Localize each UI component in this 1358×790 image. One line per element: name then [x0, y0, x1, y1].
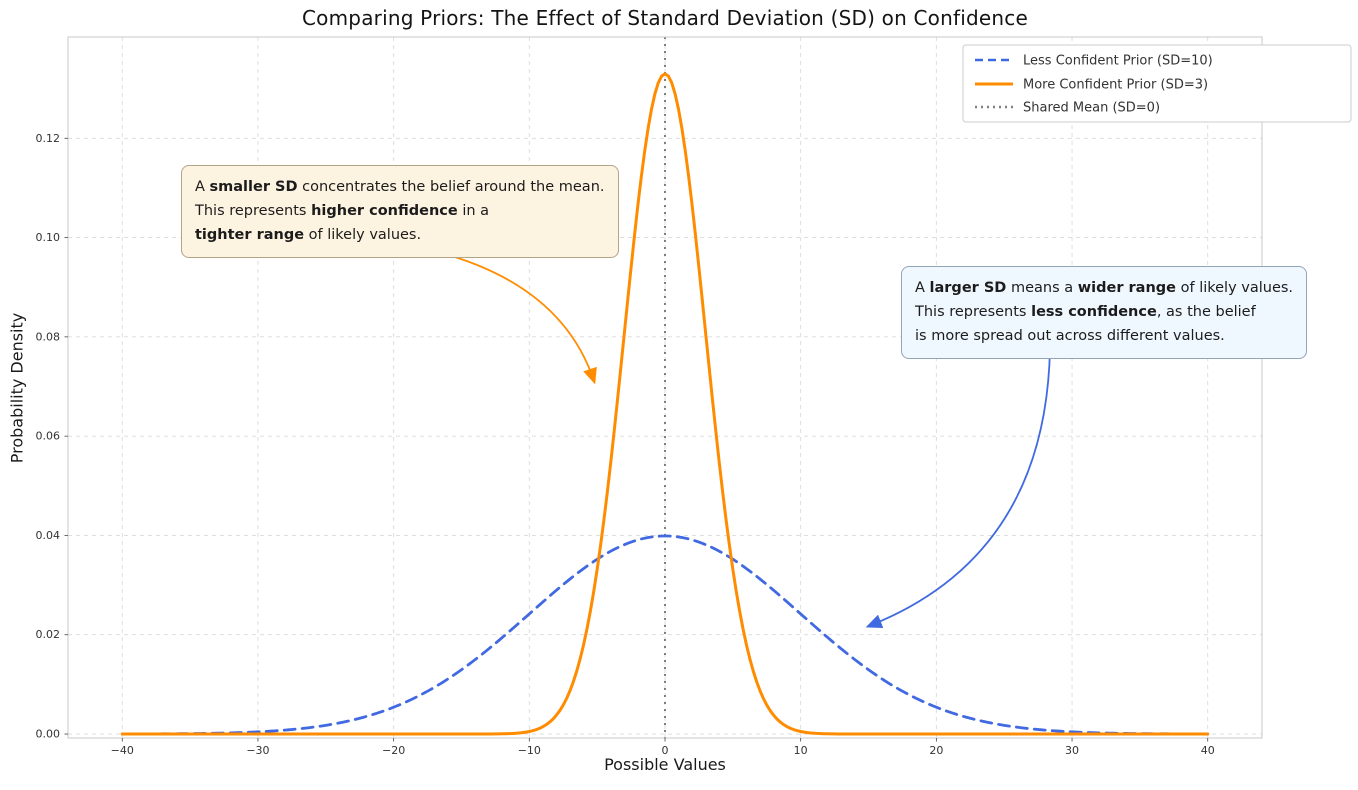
x-tick-label: 0 — [662, 744, 669, 757]
annotation-text: of likely values. — [304, 227, 422, 243]
annotation-line: tighter range of likely values. — [195, 223, 605, 247]
annotation-text-bold: higher confidence — [311, 203, 458, 219]
y-tick-label: 0.00 — [36, 728, 61, 741]
annotation-line: This represents less confidence, as the … — [915, 300, 1293, 324]
annotation-line: is more spread out across different valu… — [915, 324, 1293, 348]
x-tick-label: −30 — [246, 744, 269, 757]
legend-label-2: Shared Mean (SD=0) — [1023, 101, 1160, 116]
legend-label-1: More Confident Prior (SD=3) — [1023, 78, 1208, 93]
y-tick-label: 0.10 — [36, 231, 61, 244]
annotation-text-bold: larger SD — [929, 280, 1007, 296]
y-tick-label: 0.08 — [36, 330, 61, 343]
x-tick-label: −10 — [518, 744, 541, 757]
x-tick-label: 30 — [1065, 744, 1079, 757]
series-line-0 — [120, 534, 1210, 736]
annotation-line: A larger SD means a wider range of likel… — [915, 276, 1293, 300]
y-tick-label: 0.06 — [36, 430, 61, 443]
legend-box — [962, 44, 1352, 123]
x-tick-label: −40 — [111, 744, 134, 757]
annotation-text: concentrates the belief around the mean. — [297, 179, 605, 195]
annotation-text-bold: less confidence — [1031, 304, 1157, 320]
annotation-text: A — [195, 179, 210, 195]
x-tick-label: 40 — [1201, 744, 1215, 757]
x-tick-label: −20 — [382, 744, 405, 757]
annotation-text: This represents — [915, 304, 1032, 320]
annotation-text: of likely values. — [1176, 280, 1294, 296]
annotation-text: This represents — [195, 203, 312, 219]
y-tick-label: 0.04 — [36, 529, 61, 542]
series-line-1 — [120, 72, 1210, 736]
annotation-arrow-0 — [444, 253, 597, 385]
chart-title: Comparing Priors: The Effect of Standard… — [302, 6, 1028, 30]
x-tick-label: 20 — [929, 744, 943, 757]
y-tick-label: 0.12 — [36, 132, 61, 145]
annotation-arrow-1 — [865, 347, 1051, 629]
x-axis-label: Possible Values — [604, 755, 726, 774]
annotation-text: means a — [1006, 280, 1078, 296]
annotation-line: This represents higher confidence in a — [195, 199, 605, 223]
annotation-text: , as the belief — [1156, 304, 1256, 320]
annotation-line: A smaller SD concentrates the belief aro… — [195, 175, 605, 199]
annotation-text: is more spread out across different valu… — [915, 328, 1225, 344]
annotation-text: in a — [457, 203, 490, 219]
x-tick-label: 10 — [794, 744, 808, 757]
legend-label-0: Less Confident Prior (SD=10) — [1023, 54, 1213, 69]
annotation-larger-sd: A larger SD means a wider range of likel… — [901, 266, 1308, 359]
annotation-text-bold: wider range — [1077, 280, 1176, 296]
annotation-text-bold: smaller SD — [209, 179, 298, 195]
annotation-smaller-sd: A smaller SD concentrates the belief aro… — [181, 165, 619, 258]
y-axis-label: Probability Density — [7, 312, 27, 464]
annotation-text: A — [915, 280, 930, 296]
annotation-text-bold: tighter range — [195, 227, 305, 243]
y-tick-label: 0.02 — [36, 628, 61, 641]
